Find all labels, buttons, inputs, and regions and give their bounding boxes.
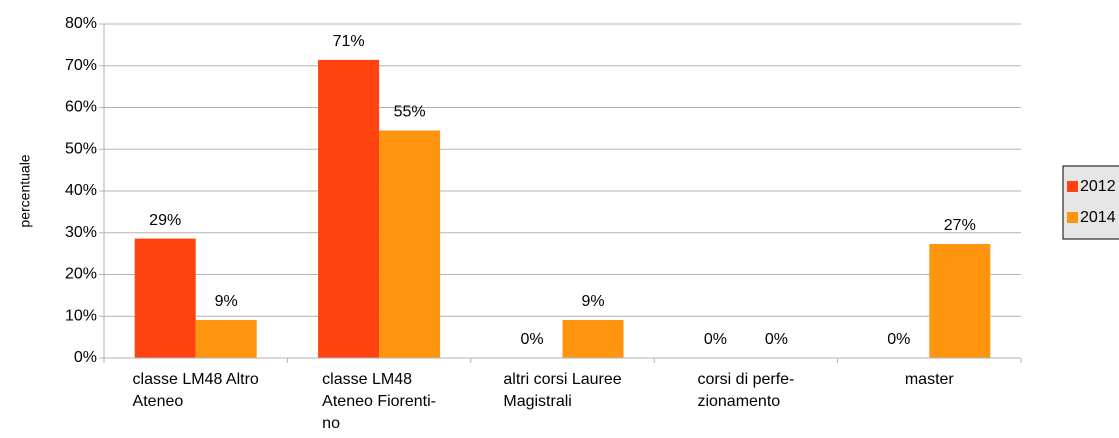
legend-swatch [1067, 212, 1078, 223]
data-label: 9% [215, 293, 238, 310]
data-label: 27% [944, 217, 976, 234]
data-label: 0% [765, 331, 788, 348]
legend-label: 2014 [1080, 209, 1116, 226]
data-label: 29% [149, 212, 181, 229]
x-tick-label: corsi di perfe-zionamento [697, 371, 794, 410]
x-tick-label: altri corsi Lauree Magistrali [503, 371, 621, 410]
bar [134, 238, 196, 358]
legend-label: 2012 [1080, 178, 1116, 195]
data-label: 71% [333, 33, 365, 50]
bar [195, 320, 257, 358]
y-tick-label: 60% [65, 99, 97, 116]
y-tick-label: 0% [74, 349, 97, 366]
bar [562, 320, 624, 358]
data-label: 0% [887, 331, 910, 348]
x-tick-label: classe LM48 Altro Ateneo [133, 371, 259, 410]
x-tick-label: classe LM48 Ateneo Fiorenti-no [322, 371, 436, 432]
data-label: 0% [704, 331, 727, 348]
data-label: 0% [520, 331, 543, 348]
bar [929, 244, 991, 358]
bar [379, 130, 441, 358]
y-tick-label: 40% [65, 182, 97, 199]
bar [318, 59, 380, 358]
y-tick-label: 70% [65, 57, 97, 74]
x-tick-label: master [905, 371, 955, 388]
legend-swatch [1067, 181, 1078, 192]
data-label: 55% [394, 104, 426, 121]
legend-box [1062, 165, 1119, 240]
y-axis-label: percentuale [17, 154, 33, 227]
y-tick-label: 30% [65, 224, 97, 241]
y-tick-label: 10% [65, 307, 97, 324]
y-tick-label: 80% [65, 15, 97, 32]
y-tick-label: 20% [65, 266, 97, 283]
y-tick-label: 50% [65, 140, 97, 157]
data-label: 9% [581, 293, 604, 310]
